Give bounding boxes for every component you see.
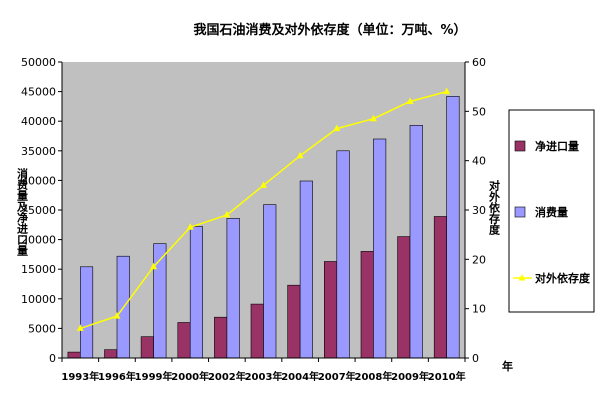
bar-net-import [140,336,154,359]
y-tick-label-right: 40 [472,155,486,168]
legend-label: 对外依存度 [535,271,591,285]
legend-swatch [514,206,526,218]
bar-net-import [67,351,81,359]
y-tick-label-left: 35000 [21,145,56,158]
y-tick-label-left: 40000 [21,115,56,128]
dependency-point [333,124,341,132]
x-axis-unit: 年 [502,359,513,373]
y-tick-label-left: 15000 [21,263,56,276]
y-tick-label-right: 20 [472,253,486,266]
legend-label: 消费量 [535,205,568,219]
bar-consumption [189,226,203,359]
x-tick-label: 2004年 [281,370,319,383]
dependency-point [260,181,267,188]
legend-label: 净进口量 [535,139,579,153]
bar-net-import [214,316,228,359]
y-tick-label-left: 5000 [28,322,56,335]
bar-consumption [336,150,350,359]
bar-net-import [287,284,301,359]
x-tick-label: 2009年 [391,370,429,383]
y-tick-label-left: 0 [49,352,56,365]
bar-net-import [397,236,411,359]
bar-consumption [80,266,94,359]
legend-swatch [514,140,526,152]
y-tick-label-left: 10000 [21,293,56,306]
y-tick-label-right: 60 [472,56,486,69]
x-tick-label: 1996年 [98,370,136,383]
bar-consumption [409,125,423,359]
dependency-point [369,114,377,122]
y-tick-label-left: 30000 [21,174,56,187]
y-tick-label-right: 50 [472,105,486,118]
bar-consumption [446,96,460,359]
bar-net-import [104,349,118,359]
y-tick-label-left: 25000 [21,204,56,217]
y-axis-title-right: 对外依存度 [488,179,502,236]
x-tick-label: 2007年 [318,370,356,383]
y-tick-label-left: 20000 [21,234,56,247]
dependency-point [443,87,451,95]
y-tick-label-left: 50000 [21,56,56,69]
x-tick-label: 2002年 [208,370,246,383]
line-series-group [76,87,451,331]
bar-consumption [373,138,387,359]
x-tick-label: 1999年 [135,370,173,383]
chart-title: 我国石油消费及对外依存度（单位：万吨、%） [193,22,466,38]
bar-net-import [250,303,264,359]
bar-net-import [323,261,338,359]
bar-consumption [299,180,313,359]
x-tick-label: 2010年 [428,370,466,383]
x-tick-label: 2000年 [171,370,209,383]
axes-group: 0 5000 10000 15000 20000 25000 30000 35000 40000… [21,56,486,383]
dependency-point [113,312,121,319]
y-tick-label-left: 45000 [21,86,56,99]
bar-net-import [433,216,448,359]
x-tick-label: 2003年 [245,370,283,383]
y-tick-label-right: 0 [472,352,479,365]
dependency-point [223,210,231,218]
legend-marker [518,274,526,281]
dependency-point [296,151,304,159]
dependency-point [150,262,158,270]
dependency-point [76,324,84,331]
bar-consumption [263,204,277,359]
y-tick-label-right: 30 [472,204,486,217]
dependency-point [186,223,194,230]
x-tick-label: 1993年 [61,370,99,383]
bar-net-import [360,251,374,359]
y-tick-label-right: 10 [472,303,486,316]
bar-net-import [177,322,191,359]
bars-group [67,96,460,359]
x-tick-label: 2008年 [354,370,392,383]
y-axis-title-left: 消费量及净进口量 [16,167,29,256]
dependency-point [406,97,414,104]
bar-consumption [226,218,240,359]
